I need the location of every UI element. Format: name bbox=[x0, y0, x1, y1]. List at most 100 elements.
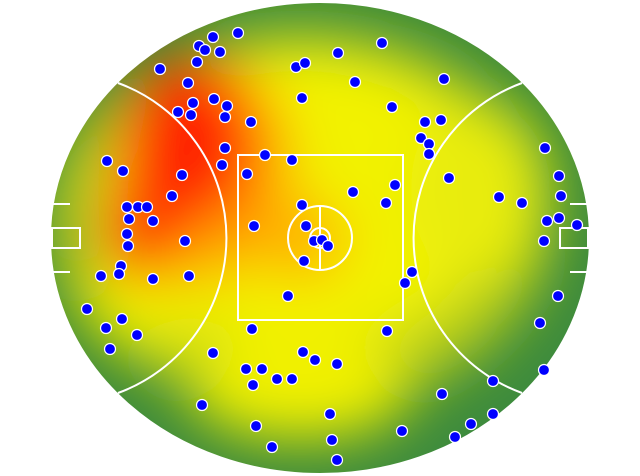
point bbox=[247, 219, 261, 233]
point bbox=[120, 200, 134, 214]
point bbox=[551, 289, 565, 303]
point bbox=[239, 362, 253, 376]
point bbox=[348, 75, 362, 89]
point bbox=[296, 345, 310, 359]
point bbox=[299, 219, 313, 233]
point bbox=[249, 419, 263, 433]
point bbox=[215, 158, 229, 172]
point bbox=[554, 189, 568, 203]
point bbox=[146, 272, 160, 286]
point bbox=[323, 407, 337, 421]
point bbox=[285, 153, 299, 167]
point bbox=[255, 362, 269, 376]
point bbox=[244, 115, 258, 129]
point bbox=[146, 214, 160, 228]
point bbox=[240, 167, 254, 181]
point bbox=[388, 178, 402, 192]
point bbox=[270, 372, 284, 386]
point bbox=[308, 353, 322, 367]
point bbox=[112, 267, 126, 281]
point bbox=[80, 302, 94, 316]
point bbox=[140, 200, 154, 214]
point bbox=[120, 227, 134, 241]
point bbox=[380, 324, 394, 338]
point bbox=[195, 398, 209, 412]
point bbox=[330, 357, 344, 371]
point bbox=[537, 234, 551, 248]
point bbox=[330, 453, 344, 467]
point bbox=[538, 141, 552, 155]
point bbox=[379, 196, 393, 210]
point bbox=[181, 76, 195, 90]
point bbox=[220, 99, 234, 113]
point bbox=[246, 378, 260, 392]
point bbox=[295, 91, 309, 105]
point bbox=[218, 141, 232, 155]
point bbox=[103, 342, 117, 356]
point bbox=[186, 96, 200, 110]
point bbox=[448, 430, 462, 444]
field-lines bbox=[49, 1, 591, 475]
point bbox=[533, 316, 547, 330]
point bbox=[116, 164, 130, 178]
point bbox=[258, 148, 272, 162]
point bbox=[375, 36, 389, 50]
point bbox=[207, 92, 221, 106]
point bbox=[213, 45, 227, 59]
point bbox=[442, 171, 456, 185]
point bbox=[190, 55, 204, 69]
point bbox=[515, 196, 529, 210]
point bbox=[100, 154, 114, 168]
point bbox=[231, 26, 245, 40]
point bbox=[437, 72, 451, 86]
point bbox=[295, 198, 309, 212]
point bbox=[298, 56, 312, 70]
point bbox=[245, 322, 259, 336]
point bbox=[325, 433, 339, 447]
point bbox=[331, 46, 345, 60]
point bbox=[285, 372, 299, 386]
point bbox=[434, 113, 448, 127]
point bbox=[153, 62, 167, 76]
point bbox=[182, 269, 196, 283]
point bbox=[540, 214, 554, 228]
point bbox=[178, 234, 192, 248]
point bbox=[184, 108, 198, 122]
point bbox=[486, 374, 500, 388]
point bbox=[115, 312, 129, 326]
point bbox=[435, 387, 449, 401]
point bbox=[418, 115, 432, 129]
point bbox=[398, 276, 412, 290]
point bbox=[281, 289, 295, 303]
point bbox=[537, 363, 551, 377]
point bbox=[395, 424, 409, 438]
point bbox=[99, 321, 113, 335]
point bbox=[464, 417, 478, 431]
point bbox=[405, 265, 419, 279]
point bbox=[297, 254, 311, 268]
point bbox=[218, 110, 232, 124]
point bbox=[265, 440, 279, 454]
point bbox=[492, 190, 506, 204]
point bbox=[165, 189, 179, 203]
point bbox=[122, 212, 136, 226]
point bbox=[570, 218, 584, 232]
point bbox=[552, 169, 566, 183]
point bbox=[346, 185, 360, 199]
point bbox=[385, 100, 399, 114]
point bbox=[94, 269, 108, 283]
point bbox=[422, 147, 436, 161]
point bbox=[121, 239, 135, 253]
point bbox=[130, 328, 144, 342]
point bbox=[422, 137, 436, 151]
point bbox=[175, 168, 189, 182]
point bbox=[206, 346, 220, 360]
point bbox=[552, 211, 566, 225]
point bbox=[171, 105, 185, 119]
point bbox=[414, 131, 428, 145]
point bbox=[486, 407, 500, 421]
point bbox=[206, 30, 220, 44]
point bbox=[198, 43, 212, 57]
point bbox=[321, 239, 335, 253]
